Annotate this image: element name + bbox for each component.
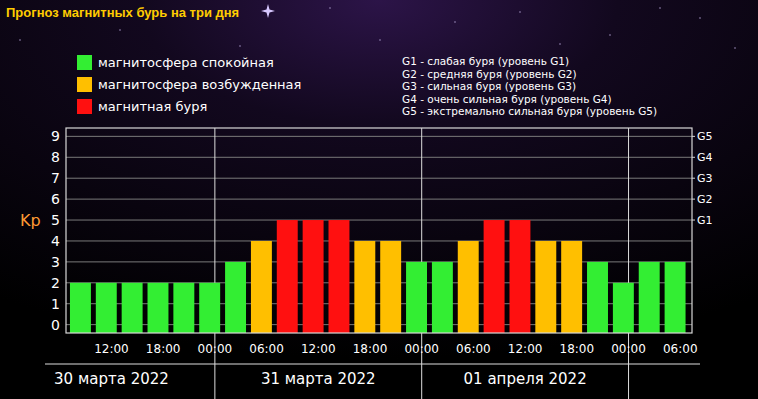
bar	[509, 220, 530, 333]
legend-swatch	[77, 77, 92, 92]
date-label: 31 марта 2022	[261, 370, 376, 388]
bar	[251, 241, 272, 333]
x-tick-label: 12:00	[508, 342, 543, 356]
note: G2 - средняя буря (уровень G2)	[402, 68, 577, 80]
star	[609, 34, 611, 36]
title: Прогноз магнитных бурь на три дня	[6, 5, 239, 20]
x-tick-label: 12:00	[94, 342, 129, 356]
legend-label: магнитосфера возбужденная	[98, 77, 301, 92]
y-axis-label: Kp	[20, 211, 41, 230]
bar	[328, 220, 349, 333]
bar	[484, 220, 505, 333]
y2-tick-label: G1	[697, 214, 713, 227]
y2-tick	[692, 178, 695, 179]
day-separator	[214, 128, 215, 399]
date-label: 01 апреля 2022	[464, 370, 587, 388]
y-tick-label: 4	[51, 233, 60, 249]
bar	[96, 283, 117, 333]
y-tick-label: 8	[51, 149, 60, 165]
plot-frame	[66, 128, 692, 333]
star	[699, 17, 701, 19]
grid-line	[66, 157, 692, 158]
bar	[406, 262, 427, 333]
star	[329, 7, 331, 9]
y-tick-label: 2	[51, 275, 60, 291]
legend-label: магнитосфера спокойная	[98, 55, 274, 70]
bar	[122, 283, 143, 333]
star	[659, 7, 661, 9]
star	[734, 47, 736, 49]
bar	[225, 262, 246, 333]
grid-line	[66, 178, 692, 179]
x-tick-label: 18:00	[146, 342, 181, 356]
y-tick-label: 7	[51, 170, 60, 186]
grid-line	[66, 240, 692, 241]
x-tick-label: 18:00	[353, 342, 388, 356]
star	[454, 21, 456, 23]
y2-tick	[692, 136, 695, 137]
x-tick-label: 00:00	[198, 342, 233, 356]
sparkle	[261, 4, 275, 18]
x-tick-label: 00:00	[611, 342, 646, 356]
bar	[561, 241, 582, 333]
star	[19, 39, 21, 41]
date-label: 30 марта 2022	[54, 370, 169, 388]
chart: Прогноз магнитных бурь на три дня магнито…	[0, 0, 758, 399]
star	[519, 11, 521, 13]
x-tick-label: 00:00	[404, 342, 439, 356]
star	[119, 29, 121, 31]
y-tick-label: 3	[51, 254, 60, 270]
star	[559, 43, 561, 45]
bar	[354, 241, 375, 333]
y2-tick	[692, 199, 695, 200]
grid-line	[66, 220, 692, 221]
y-tick-label: 0	[51, 317, 60, 333]
x-tick-label: 12:00	[301, 342, 336, 356]
bar	[613, 283, 634, 333]
bar	[535, 241, 556, 333]
note: G3 - сильная буря (уровень G3)	[402, 80, 576, 92]
x-tick-label: 06:00	[249, 342, 284, 356]
bar	[277, 220, 298, 333]
grid-line	[66, 136, 692, 137]
star	[379, 39, 381, 41]
y2-tick	[692, 157, 695, 158]
bar	[70, 283, 91, 333]
x-tick-label: 06:00	[663, 342, 698, 356]
bar	[173, 283, 194, 333]
y-tick-label: 5	[51, 212, 60, 228]
date-divider	[45, 364, 700, 365]
star	[239, 45, 241, 47]
x-tick-label: 18:00	[560, 342, 595, 356]
bar	[303, 220, 324, 333]
note: G4 - очень сильная буря (уровень G4)	[402, 93, 612, 105]
y2-tick-label: G5	[697, 130, 713, 143]
bar	[380, 241, 401, 333]
x-tick-label: 06:00	[456, 342, 491, 356]
bar	[458, 241, 479, 333]
grid-line	[66, 199, 692, 200]
bar	[587, 262, 608, 333]
bar	[148, 283, 169, 333]
y2-tick-label: G3	[697, 172, 713, 185]
background	[0, 0, 758, 399]
y2-tick-label: G4	[697, 151, 713, 164]
legend-label: магнитная буря	[98, 99, 207, 114]
bar	[432, 262, 453, 333]
day-separator	[628, 128, 629, 399]
y-tick-label: 1	[51, 296, 60, 312]
legend-swatch	[77, 55, 92, 70]
bar	[665, 262, 686, 333]
bar	[639, 262, 660, 333]
y2-tick	[692, 220, 695, 221]
note: G1 - слабая буря (уровень G1)	[402, 55, 569, 67]
y2-tick-label: G2	[697, 193, 713, 206]
bar	[199, 283, 220, 333]
note: G5 - экстремально сильная буря (уровень …	[402, 105, 657, 117]
y-tick-label: 6	[51, 191, 60, 207]
y-tick-label: 9	[51, 128, 60, 144]
legend-swatch	[77, 99, 92, 114]
bars	[70, 220, 686, 333]
